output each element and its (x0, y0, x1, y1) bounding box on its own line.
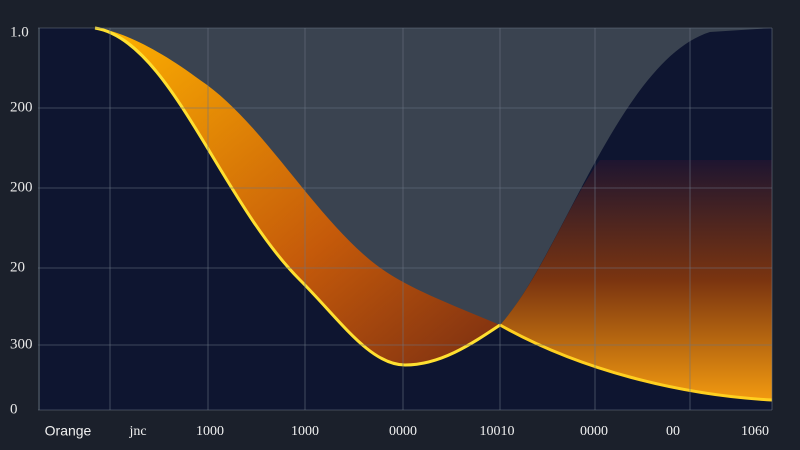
x-label: 00 (666, 424, 680, 439)
x-label: jnc (128, 424, 146, 439)
x-label: Orange (45, 423, 92, 439)
y-label: 1.0 (10, 24, 29, 40)
x-label: 1000 (291, 424, 319, 439)
left-band (95, 28, 500, 365)
edge (94, 26, 501, 367)
y-label: 200 (10, 99, 33, 115)
grid (38, 27, 773, 411)
y-label: 20 (10, 259, 25, 275)
y-label: 200 (10, 179, 33, 195)
y-label: 0 (10, 401, 18, 417)
y-label: 300 (10, 336, 33, 352)
x-label: 10010 (480, 424, 515, 439)
x-label: 0000 (389, 424, 417, 439)
labels: 1.0 200 200 20 300 0 Orange jnc 1000 1000 0000 1001… (10, 24, 769, 439)
x-label: 1000 (196, 424, 224, 439)
x-label: 0000 (580, 424, 608, 439)
x-label: 1060 (741, 424, 769, 439)
right-band (500, 160, 772, 400)
edge (499, 323, 773, 402)
